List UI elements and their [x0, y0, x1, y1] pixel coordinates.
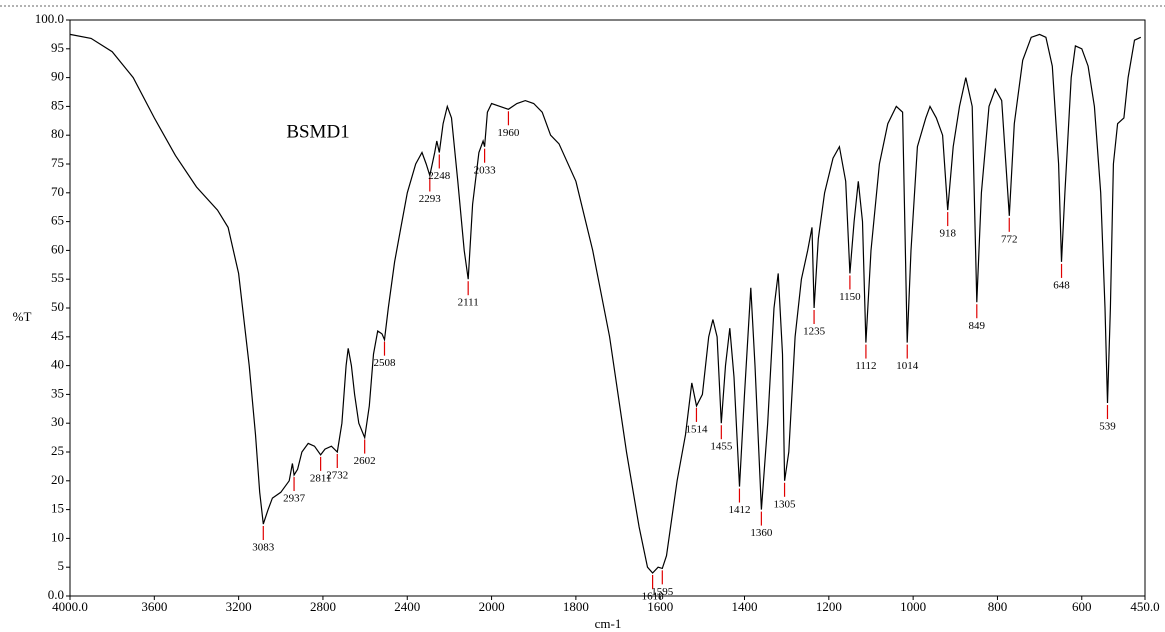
peak-label: 2248 [428, 170, 451, 182]
y-tick-label: 50 [51, 299, 64, 314]
x-tick-label: 1600 [647, 599, 673, 614]
y-tick-label: 65 [51, 213, 64, 228]
y-tick-label: 35 [51, 385, 64, 400]
x-tick-label: 2400 [394, 599, 420, 614]
y-tick-label: 10 [51, 529, 64, 544]
chart-title: BSMD1 [286, 121, 349, 142]
peak-label: 1235 [803, 326, 826, 338]
peak-label: 648 [1053, 279, 1070, 291]
peak-label: 1360 [750, 527, 773, 539]
x-tick-label: 1400 [732, 599, 758, 614]
peak-label: 2602 [354, 455, 376, 467]
y-tick-label: 90 [51, 69, 64, 84]
peak-label: 772 [1001, 233, 1018, 245]
x-tick-label: 2800 [310, 599, 336, 614]
x-axis-label: cm-1 [595, 616, 622, 631]
x-tick-label: 450.0 [1130, 599, 1159, 614]
y-axis-label: %T [13, 309, 32, 324]
plot-frame [69, 19, 1146, 597]
peak-label: 849 [969, 320, 986, 332]
peak-label: 2937 [283, 493, 306, 505]
peak-label: 1412 [728, 504, 750, 516]
y-tick-label: 20 [51, 472, 64, 487]
peak-label: 918 [939, 228, 956, 240]
peak-label: 2508 [373, 357, 396, 369]
y-tick-label: 85 [51, 97, 64, 112]
spectrum-line [69, 33, 1142, 574]
peak-label: 1305 [774, 498, 797, 510]
peak-label: 1595 [651, 586, 674, 598]
y-tick-label: 95 [51, 40, 64, 55]
y-tick-label: 45 [51, 328, 64, 343]
peak-label: 2033 [474, 164, 497, 176]
peak-label: 3083 [252, 542, 275, 554]
x-tick-label: 1200 [816, 599, 842, 614]
peak-label: 1618 [642, 590, 665, 602]
x-tick-label: 3600 [141, 599, 167, 614]
y-tick-label: 30 [51, 414, 64, 429]
peak-label: 1455 [710, 441, 733, 453]
x-tick-label: 4000.0 [52, 599, 88, 614]
y-tick-label: 25 [51, 443, 64, 458]
x-tick-label: 2000 [479, 599, 505, 614]
peak-label: 1014 [896, 360, 919, 372]
peak-label: 2111 [458, 297, 479, 309]
peak-label: 539 [1099, 421, 1116, 433]
peak-label: 2293 [419, 193, 442, 205]
x-tick-label: 3200 [226, 599, 252, 614]
y-tick-label: 40 [51, 357, 64, 372]
y-tick-label: 75 [51, 155, 64, 170]
y-tick-label: 70 [51, 184, 64, 199]
peak-label: 1112 [855, 360, 876, 372]
x-tick-label: 600 [1072, 599, 1092, 614]
peak-label: 2811 [310, 472, 332, 484]
x-tick-label: 1800 [563, 599, 589, 614]
y-tick-label: 15 [51, 501, 64, 516]
y-tick-label: 100.0 [35, 11, 64, 26]
y-tick-label: 55 [51, 270, 64, 285]
peak-label: 2732 [326, 470, 348, 482]
y-tick-label: 80 [51, 126, 64, 141]
peak-label: 1514 [685, 423, 708, 435]
x-tick-label: 800 [988, 599, 1008, 614]
y-tick-label: 60 [51, 241, 64, 256]
peak-label: 1960 [497, 127, 520, 139]
y-tick-label: 0.0 [48, 587, 64, 602]
x-tick-label: 1000 [900, 599, 926, 614]
peak-label: 1150 [839, 291, 861, 303]
y-tick-label: 5 [58, 558, 65, 573]
